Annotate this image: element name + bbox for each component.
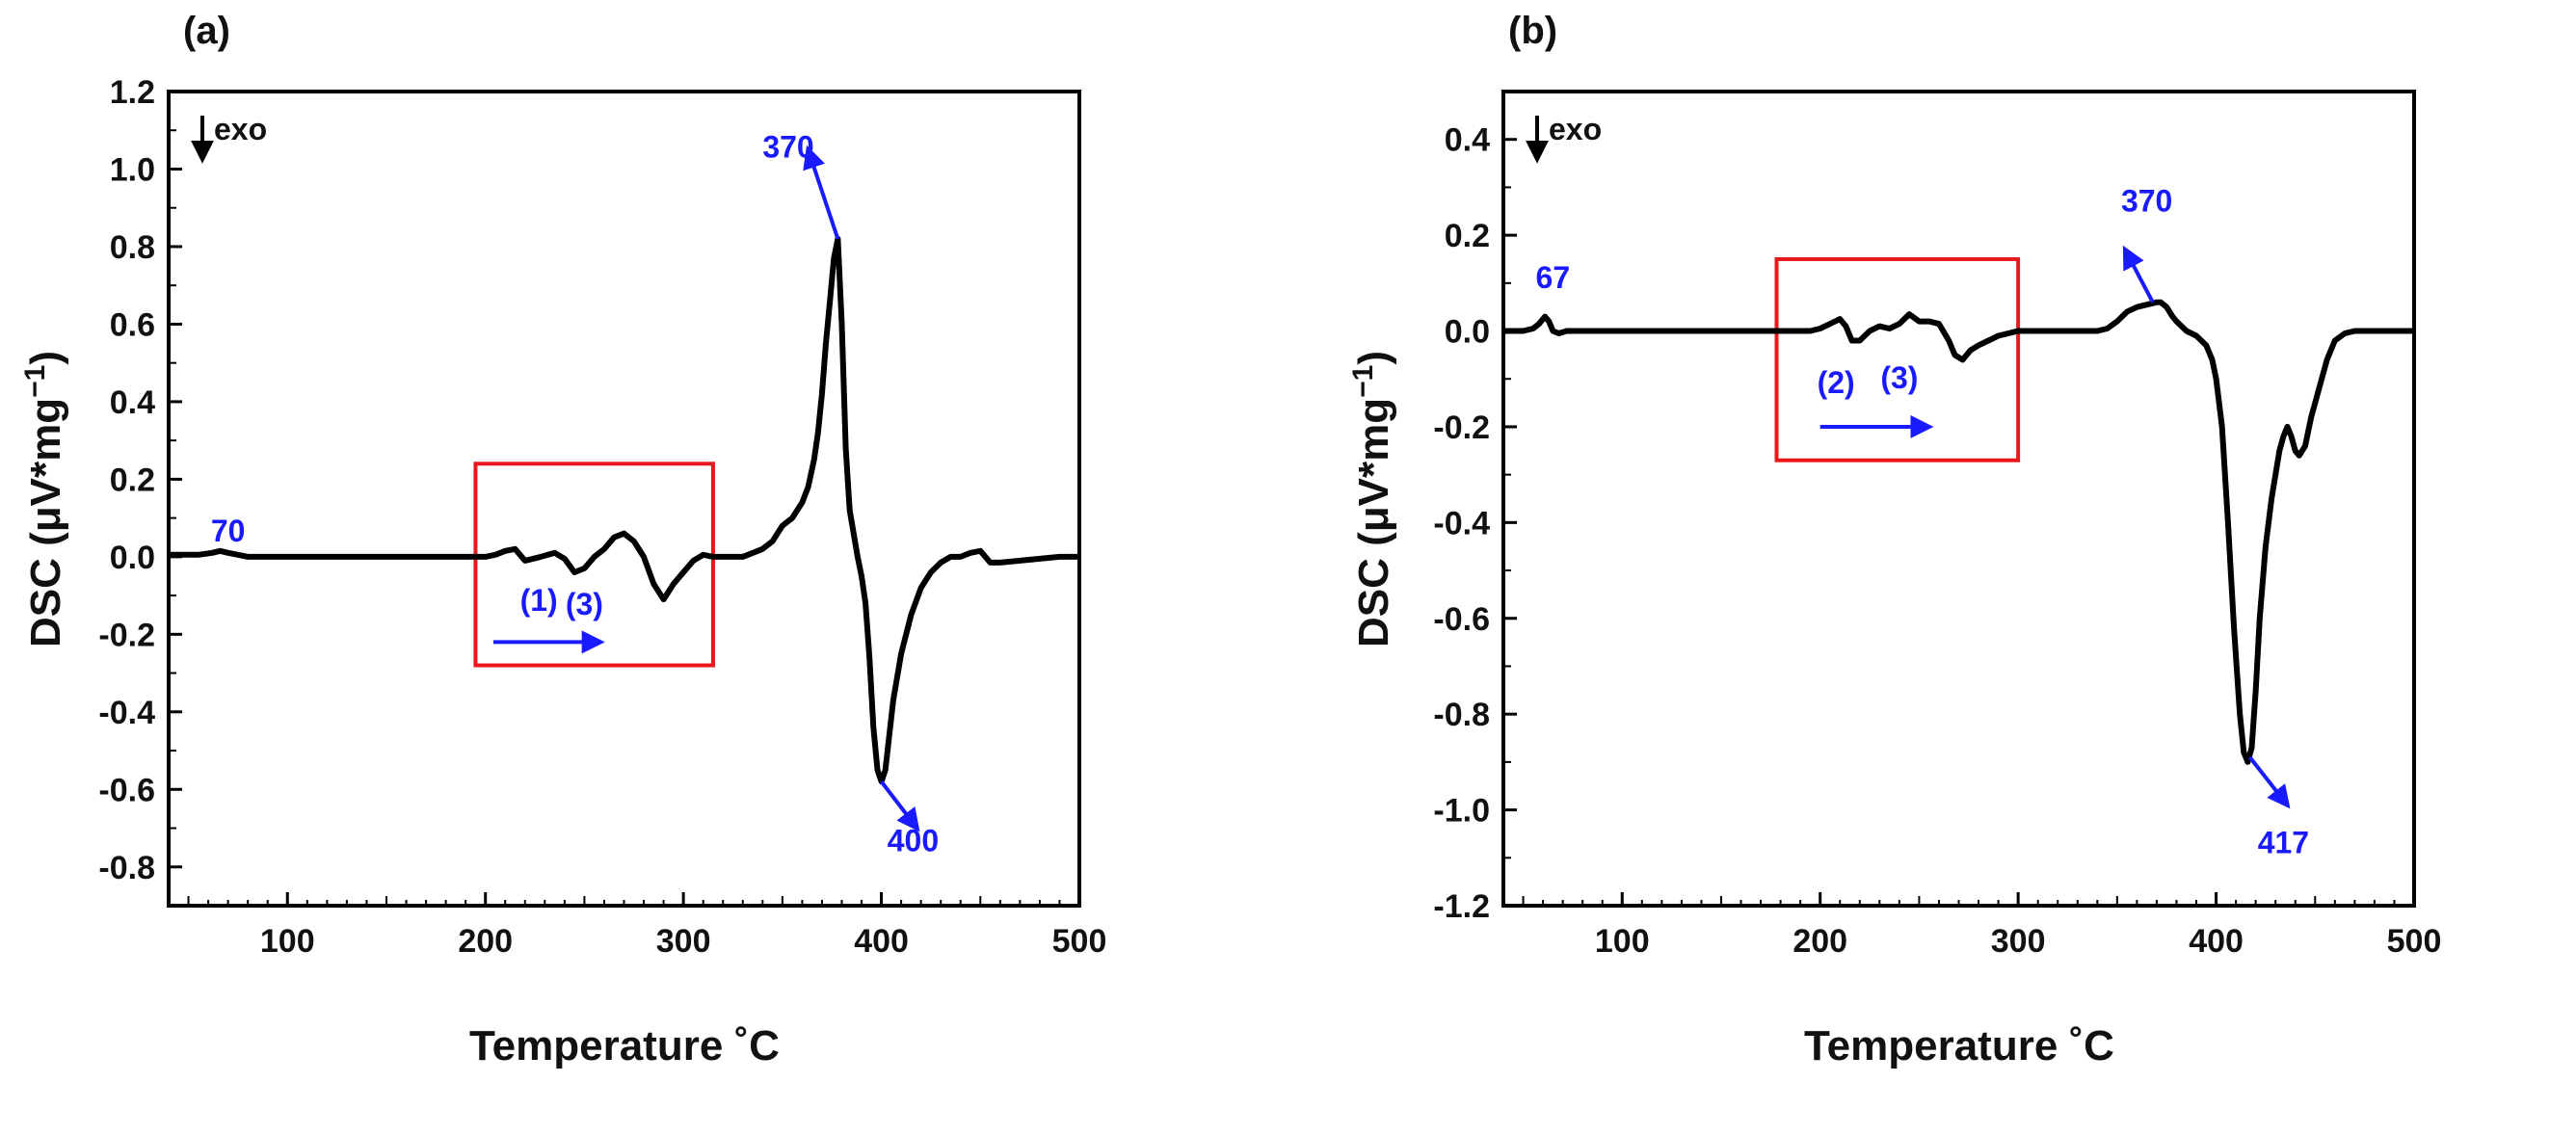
panel-b-y-title: DSC (μV*mg−1) (1347, 351, 1398, 647)
panel-a-x-axis: 100 200 300 400 500 (187, 892, 1107, 960)
y-tick-label: -0.2 (1433, 409, 1490, 446)
panel-a-annotations: 70 370 400 (1) (3) (211, 129, 939, 858)
panel-a-highlight-box (473, 462, 715, 668)
annotation-label: (2) (1818, 365, 1855, 400)
annotation-arrow-icon (803, 145, 840, 240)
y-tick-label: 0.2 (1445, 218, 1490, 254)
annotation-label: 67 (1536, 260, 1571, 295)
y-tick-label: 1.0 (110, 151, 155, 188)
annotation-label: (3) (566, 587, 603, 621)
x-tick-label: 400 (2189, 923, 2244, 960)
y-tick-label: -1.2 (1433, 888, 1490, 925)
x-tick-label: 200 (458, 923, 513, 960)
annotation-label: 370 (762, 129, 813, 164)
y-tick-label: 0.6 (110, 306, 155, 343)
panel-b-highlight-box (1774, 256, 2021, 462)
annotation-label: 370 (2121, 183, 2172, 218)
panel-a-exo-label: exo (214, 112, 267, 146)
annotation-label: (3) (1880, 360, 1918, 395)
y-tick-label: -1.0 (1433, 793, 1490, 830)
y-tick-label: 0.4 (1445, 122, 1490, 159)
panel-a-plot-frame (167, 90, 1081, 908)
y-tick-label: 0.0 (1445, 314, 1490, 351)
panel-b-exo-label: exo (1549, 112, 1602, 146)
y-tick-label: 0.8 (110, 229, 155, 266)
panel-b-exo-marker: exo (1526, 112, 1602, 164)
y-tick-label: 0.2 (110, 462, 155, 498)
x-tick-label: 500 (1052, 923, 1107, 960)
y-tick-label: -0.4 (1433, 505, 1490, 541)
panel-b-x-axis: 100 200 300 400 500 (1522, 892, 2442, 960)
x-tick-label: 100 (260, 923, 315, 960)
panel-a-x-title: Temperature ˚C (469, 1022, 780, 1069)
x-tick-label: 500 (2387, 923, 2442, 960)
y-tick-label: -0.8 (98, 850, 155, 886)
x-tick-label: 300 (1991, 923, 2046, 960)
panel-b-plot-frame (1501, 90, 2416, 908)
panel-a: (a) 1.2 1.0 0.8 0.6 0.4 0.2 0.0 -0.2 -0.4 -0.6 -0.… (19, 10, 1107, 1069)
x-tick-label: 200 (1793, 923, 1847, 960)
panel-b-x-title: Temperature ˚C (1804, 1022, 2114, 1069)
panel-a-y-title: DSC (μV*mg−1) (19, 351, 70, 647)
annotation-label: (1) (520, 583, 558, 618)
panel-a-dsc-curve (169, 235, 1079, 785)
annotation-label: 417 (2258, 825, 2309, 859)
y-tick-label: -0.2 (98, 617, 155, 653)
panel-a-exo-marker: exo (191, 112, 267, 164)
annotation-label: 70 (211, 514, 246, 548)
y-tick-label: -0.6 (1433, 601, 1490, 638)
y-tick-label: 1.2 (110, 74, 155, 111)
panel-b-label: (b) (1508, 10, 1557, 52)
annotation-arrow-icon (2247, 755, 2291, 809)
panel-b-dsc-curve (1503, 299, 2414, 765)
panel-a-y-axis: 1.2 1.0 0.8 0.6 0.4 0.2 0.0 -0.2 -0.4 -0.6 -0.8 (98, 74, 182, 886)
x-tick-label: 300 (656, 923, 711, 960)
annotation-arrow-icon (879, 780, 920, 832)
annotation-label: 400 (888, 824, 939, 858)
y-tick-label: -0.4 (98, 695, 155, 731)
y-tick-label: -0.6 (98, 772, 155, 808)
x-tick-label: 100 (1595, 923, 1650, 960)
panel-b-y-axis: 0.4 0.2 0.0 -0.2 -0.4 -0.6 -0.8 -1.0 -1.2 (1433, 122, 1517, 925)
y-tick-label: -0.8 (1433, 697, 1490, 733)
y-tick-label: 0.0 (110, 540, 155, 576)
panel-a-label: (a) (183, 10, 230, 52)
x-tick-label: 400 (854, 923, 909, 960)
annotation-arrow-icon (2122, 245, 2155, 304)
panel-b: (b) 0.4 0.2 0.0 -0.2 -0.4 -0.6 -0.8 -1.0 -1.2 10… (1347, 10, 2442, 1069)
panel-b-annotations: 67 370 417 (2) (3) (1536, 183, 2310, 859)
y-tick-label: 0.4 (110, 384, 155, 421)
